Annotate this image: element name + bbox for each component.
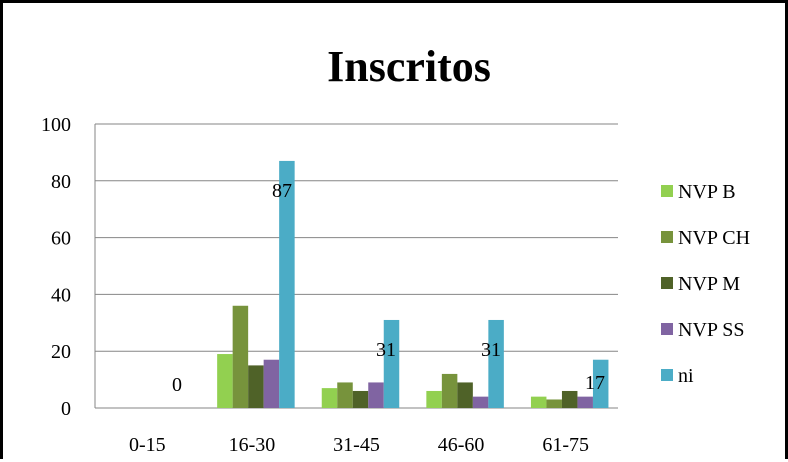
y-tick-label: 40	[51, 284, 71, 306]
bar-nvp-m-46-60	[457, 382, 473, 408]
legend-label: NVP SS	[678, 319, 745, 341]
bar-nvp-ch-61-75	[546, 399, 562, 408]
legend: NVP B NVP CH NVP M NVP SS ni	[661, 181, 750, 387]
data-labels: 0 87 31 31 17	[172, 180, 605, 396]
y-tick-label: 60	[51, 228, 71, 250]
bar-nvp-ss-61-75	[577, 396, 593, 408]
bar-ni-31-45	[383, 319, 400, 408]
y-tick-label: 80	[51, 171, 71, 193]
legend-swatch	[661, 323, 673, 335]
gridlines	[94, 123, 618, 409]
bar-nvp-ch-31-45	[337, 382, 353, 408]
x-tick-label: 16-30	[229, 434, 276, 456]
legend-swatch	[661, 231, 673, 243]
bar-nvp-b-46-60	[426, 390, 442, 408]
bar-nvp-ch-16-30	[232, 305, 249, 408]
legend-swatch	[661, 185, 673, 197]
y-tick-label: 0	[61, 398, 71, 420]
y-tick-label: 100	[41, 114, 71, 136]
legend-label: NVP M	[678, 273, 740, 295]
bar-nvp-ss-46-60	[472, 396, 489, 408]
bar-nvp-b-61-75	[530, 396, 547, 408]
data-label: 17	[585, 372, 605, 394]
bar-nvp-b-16-30	[217, 354, 233, 408]
bar-chart: Inscritos 0 20 40 60 80 100 0 87 31 31 17 0-15 16-…	[41, 42, 750, 456]
legend-swatch	[661, 369, 673, 381]
bar-nvp-ss-31-45	[368, 382, 384, 408]
data-label: 87	[272, 180, 292, 202]
chart-title: Inscritos	[327, 42, 491, 91]
x-tick-label: 31-45	[333, 434, 380, 456]
x-tick-label: 61-75	[542, 434, 589, 456]
bars	[217, 160, 609, 408]
bar-nvp-m-16-30	[248, 365, 264, 408]
bar-nvp-ss-16-30	[263, 359, 280, 408]
data-label: 31	[376, 339, 396, 361]
data-label: 0	[172, 374, 182, 396]
y-tick-label: 20	[51, 341, 71, 363]
legend-label: ni	[678, 365, 694, 387]
legend-swatch	[661, 277, 673, 289]
legend-label: NVP CH	[678, 227, 750, 249]
legend-label: NVP B	[678, 181, 736, 203]
y-axis-ticks: 0 20 40 60 80 100	[41, 114, 71, 420]
bar-ni-61-75	[592, 359, 609, 408]
x-tick-label: 0-15	[129, 434, 166, 456]
bar-nvp-ch-46-60	[441, 373, 458, 408]
data-label: 31	[481, 339, 501, 361]
x-tick-label: 46-60	[438, 434, 485, 456]
bar-nvp-m-31-45	[352, 390, 369, 408]
bar-ni-16-30	[279, 160, 295, 408]
bar-nvp-m-61-75	[561, 390, 578, 408]
bar-nvp-b-31-45	[321, 388, 338, 408]
bar-ni-46-60	[488, 319, 504, 408]
x-axis-ticks: 0-15 16-30 31-45 46-60 61-75	[129, 434, 589, 456]
